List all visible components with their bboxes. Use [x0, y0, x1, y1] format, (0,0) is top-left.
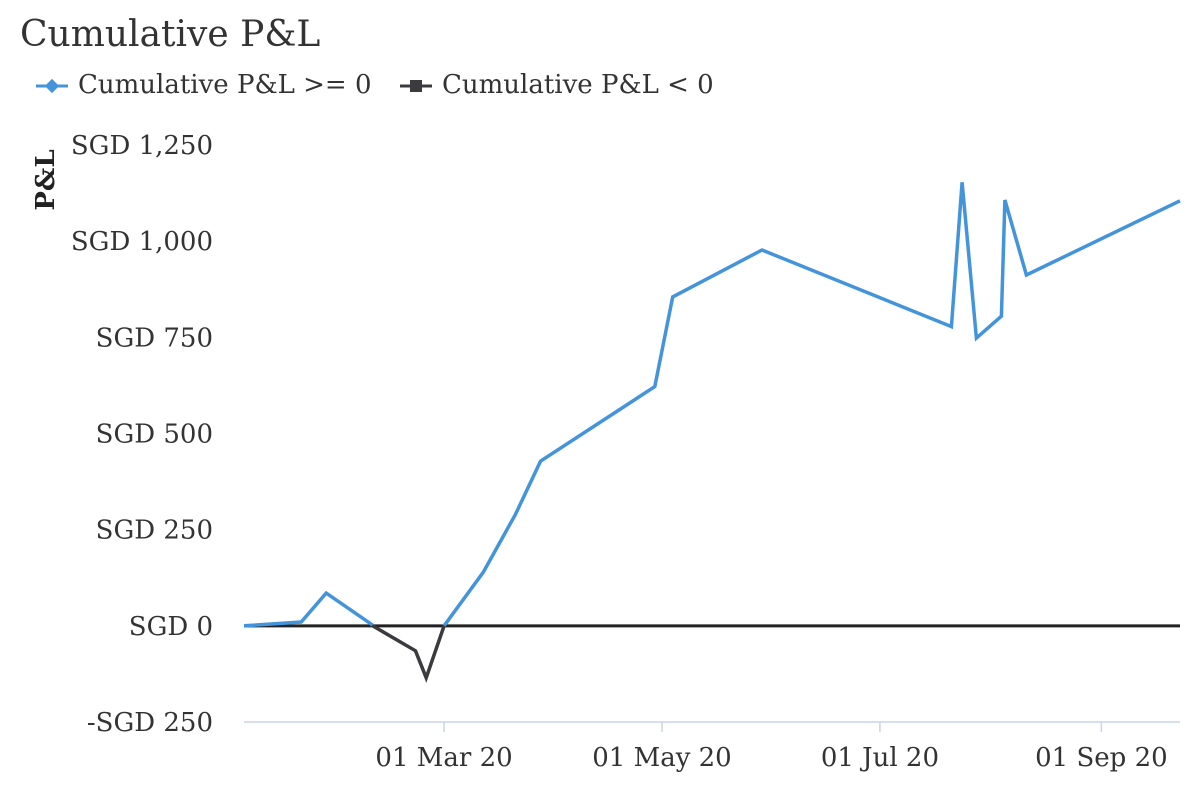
x-tick-label: 01 Jul 20	[821, 743, 939, 773]
legend-label-positive: Cumulative P&L >= 0	[78, 70, 372, 100]
y-axis: -SGD 250 SGD 0 SGD 250 SGD 500 SGD 750 SGD 1,…	[71, 131, 213, 738]
y-tick-label: SGD 0	[129, 612, 213, 642]
legend-label-negative: Cumulative P&L < 0	[442, 70, 714, 100]
x-tick-label: 01 Mar 20	[375, 743, 512, 773]
legend-swatch-positive	[36, 78, 68, 94]
y-tick-label: SGD 250	[96, 516, 213, 546]
series-line-negative	[371, 624, 446, 683]
series-layer	[243, 182, 1181, 683]
series-line-positive	[243, 590, 374, 628]
x-axis: 01 Mar 20 01 May 20 01 Jul 20 01 Sep 20	[244, 721, 1180, 773]
y-tick-label: SGD 1,000	[71, 227, 213, 257]
chart-title: Cumulative P&L	[20, 14, 321, 55]
legend-swatch-negative	[400, 80, 432, 92]
x-tick-label: 01 May 20	[592, 743, 732, 773]
y-tick-label: SGD 1,250	[71, 131, 213, 161]
y-tick-label: SGD 500	[96, 420, 213, 450]
y-tick-label: SGD 750	[96, 323, 213, 353]
y-tick-label: -SGD 250	[87, 708, 213, 738]
series-line-positive	[442, 182, 1181, 627]
x-tick-label: 01 Sep 20	[1035, 743, 1168, 773]
